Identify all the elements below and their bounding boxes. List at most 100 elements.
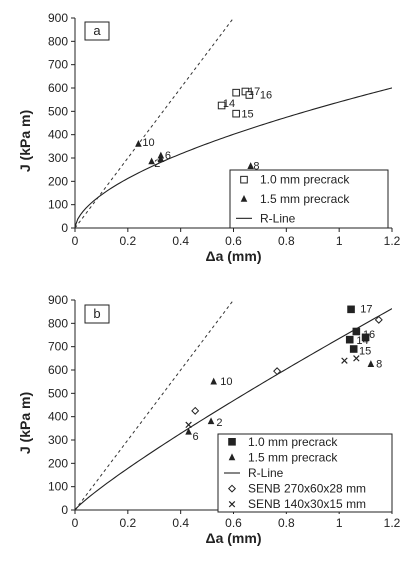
series-filled-square <box>345 305 370 353</box>
series-cross <box>185 355 360 429</box>
y-tick-label: 200 <box>48 456 68 470</box>
y-tick-label: 400 <box>48 128 68 142</box>
legend-entry: 1.5 mm precrack <box>240 192 350 206</box>
marker-filled-triangle <box>157 155 165 162</box>
data-point <box>352 327 361 336</box>
legend-label: 1.0 mm precrack <box>248 435 338 449</box>
x-tick-label: 0.2 <box>119 234 136 248</box>
y-tick-label: 700 <box>48 58 68 72</box>
marker-open-diamond <box>273 367 282 376</box>
y-axis-label: J (kPa m) <box>17 392 33 454</box>
data-point <box>207 417 215 425</box>
data-point <box>232 109 240 118</box>
legend-label: R-Line <box>260 211 296 225</box>
point-label: 17 <box>248 86 260 98</box>
y-tick-label: 800 <box>48 316 68 330</box>
legend-label: 1.5 mm precrack <box>248 450 338 464</box>
marker-cross-stroke <box>353 355 360 362</box>
x-tick-label: 0.4 <box>172 234 189 248</box>
series-filled-triangle <box>135 140 254 169</box>
x-tick-label: 0.8 <box>278 516 295 530</box>
marker-filled-triangle <box>228 453 236 461</box>
x-tick-label: 0.6 <box>225 516 242 530</box>
data-point <box>157 155 165 162</box>
panel-label: b <box>93 306 100 321</box>
data-point <box>157 151 165 159</box>
legend-entry: SENB 140x30x15 mm <box>228 497 366 511</box>
data-point <box>341 357 348 364</box>
y-tick-label: 0 <box>61 503 68 517</box>
marker-filled-triangle <box>247 162 254 169</box>
y-tick-label: 500 <box>48 104 68 118</box>
data-point <box>361 333 370 342</box>
point-label: 14 <box>223 98 235 110</box>
data-point <box>135 140 142 147</box>
data-point <box>245 91 254 99</box>
point-label: 2 <box>216 417 222 429</box>
point-label: 16 <box>260 89 272 101</box>
legend-label: SENB 140x30x15 mm <box>248 497 366 511</box>
marker-filled-triangle <box>210 377 217 385</box>
marker-open-diamond <box>374 315 383 324</box>
x-tick-label: 0 <box>72 234 79 248</box>
data-point <box>210 377 217 385</box>
data-point <box>148 157 155 165</box>
legend-box <box>229 169 389 229</box>
blunting-dashed-line <box>75 18 234 228</box>
data-point <box>347 305 355 314</box>
data-point <box>345 335 354 344</box>
x-tick-label: 1 <box>336 234 343 248</box>
x-axis-label: Δa (mm) <box>206 530 262 546</box>
legend-label: 1.5 mm precrack <box>260 192 350 206</box>
data-point <box>185 421 192 429</box>
r-line-curve <box>75 87 392 227</box>
y-tick-label: 700 <box>48 340 68 354</box>
legend-label: R-Line <box>248 466 284 480</box>
point-label: 15 <box>359 346 371 358</box>
blunting-dashed-line <box>75 300 234 510</box>
data-point <box>273 367 282 376</box>
point-label: 16 <box>363 329 375 341</box>
point-label: 6 <box>165 150 171 162</box>
point-label: 14 <box>356 335 368 347</box>
panel-label: a <box>93 23 101 38</box>
y-tick-label: 100 <box>48 480 68 494</box>
point-label: 10 <box>142 137 154 149</box>
y-tick-label: 900 <box>48 11 68 25</box>
marker-open-diamond <box>227 484 237 493</box>
point-label: 17 <box>360 304 372 316</box>
x-tick-label: 1 <box>336 516 343 530</box>
x-tick-label: 0 <box>72 516 79 530</box>
y-tick-label: 0 <box>61 221 68 235</box>
marker-open-square <box>232 109 240 118</box>
data-point <box>185 427 192 435</box>
x-tick-label: 1.2 <box>384 516 401 530</box>
data-point <box>367 360 375 367</box>
marker-open-square <box>232 88 240 97</box>
panel-label-box <box>84 304 110 324</box>
chart-panel-b: 0 100 200 300 400 500 600 700 800 900 0 0.2 0.4 0.6 0.… <box>17 293 401 546</box>
marker-open-square <box>217 101 226 110</box>
x-axis-label: Δa (mm) <box>206 248 262 264</box>
point-label: 8 <box>253 160 259 172</box>
point-label: 2 <box>154 158 160 170</box>
legend: 1.0 mm precrack 1.5 mm precrack R-Line <box>229 169 389 229</box>
x-tick-label: 1.2 <box>384 234 401 248</box>
y-tick-label: 900 <box>48 293 68 307</box>
x-tick-label: 0.8 <box>278 234 295 248</box>
y-tick-label: 400 <box>48 410 68 424</box>
legend-entry: 1.5 mm precrack <box>228 450 338 464</box>
y-tick-label: 500 <box>48 386 68 400</box>
marker-filled-square <box>352 327 361 336</box>
chart-panel-a: 0 100 200 300 400 500 600 700 800 900 0 0.2 0.4 0.6 0.… <box>17 11 401 264</box>
y-tick-label: 300 <box>48 433 68 447</box>
y-tick-label: 100 <box>48 198 68 212</box>
x-tick-label: 0.4 <box>172 516 189 530</box>
marker-filled-square <box>349 345 358 353</box>
marker-filled-triangle <box>185 427 192 435</box>
x-tick-label: 0.2 <box>119 516 136 530</box>
data-point <box>247 162 254 169</box>
legend-label: SENB 270x60x28 mm <box>248 482 366 496</box>
y-axis-label: J (kPa m) <box>17 110 33 172</box>
